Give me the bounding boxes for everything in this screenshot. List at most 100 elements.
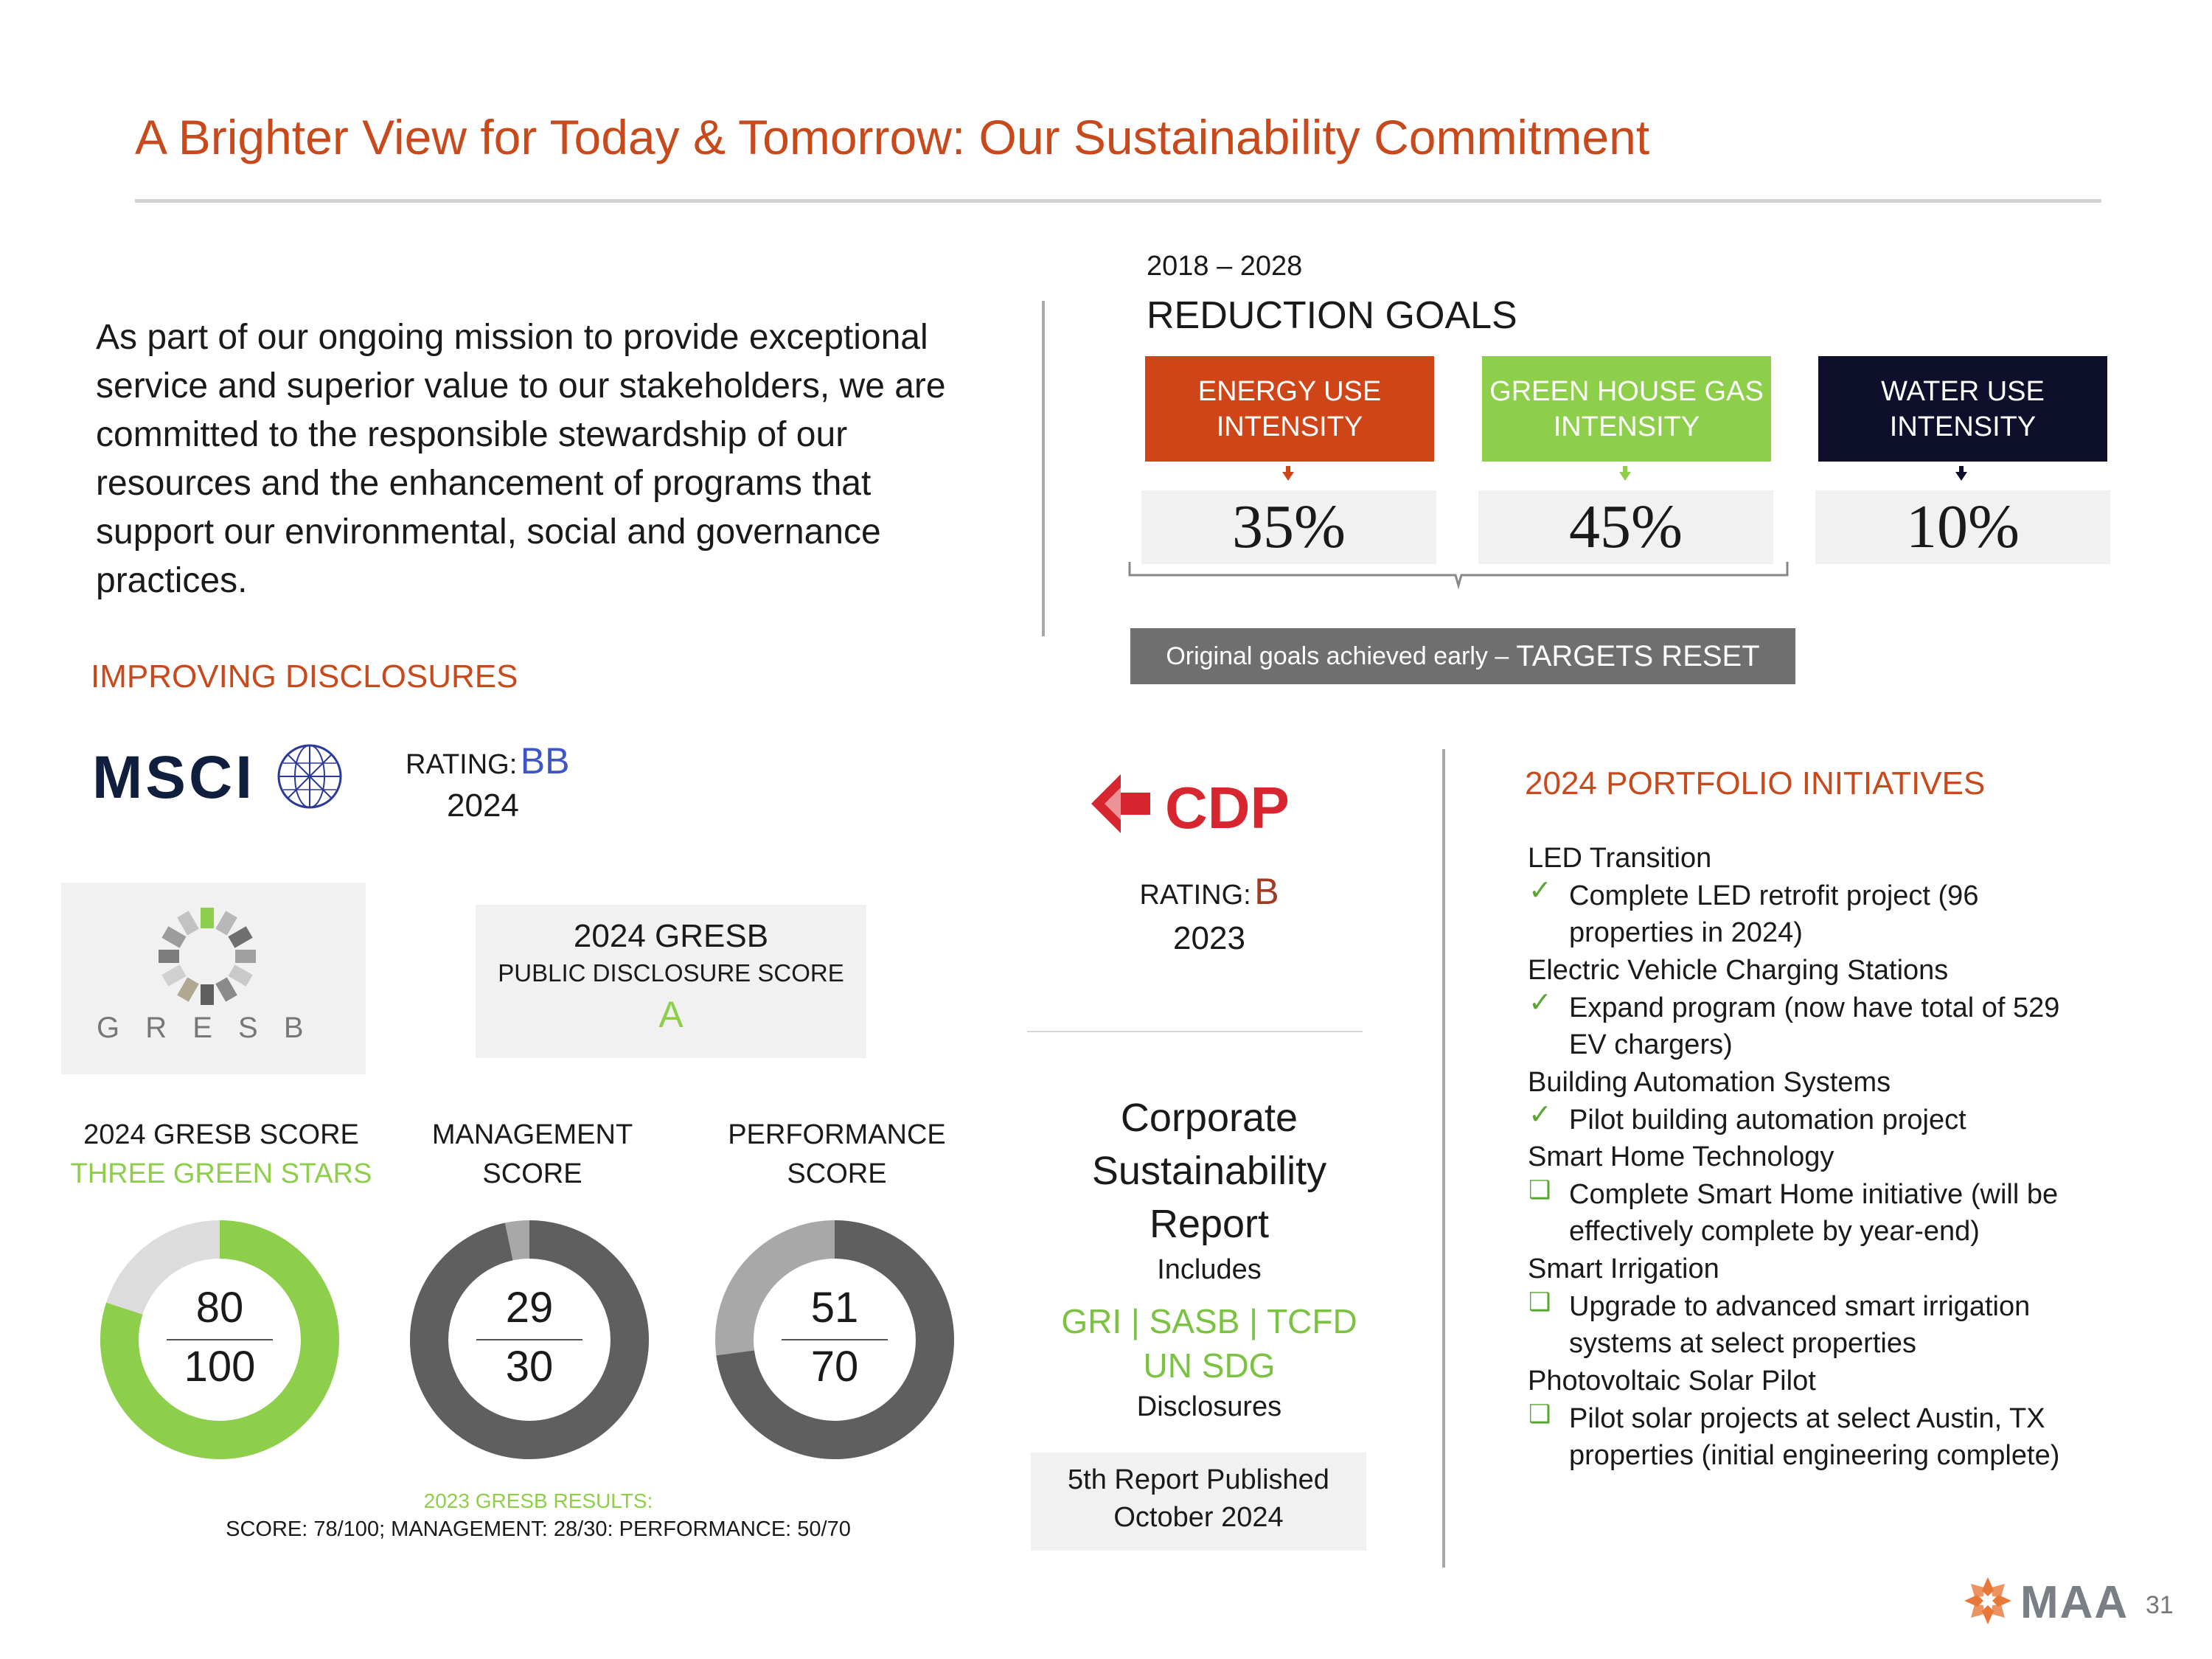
donut-max: 100 — [184, 1343, 256, 1391]
initiative-detail-line: Upgrade to advanced smart irrigation — [1569, 1291, 2031, 1322]
goal-ghg-label-box: GREEN HOUSE GAS INTENSITY — [1482, 356, 1771, 462]
goal-label-line1: WATER USE — [1881, 375, 2045, 407]
initiative-detail: Complete Smart Home initiative (will be … — [1569, 1176, 2058, 1250]
gresb-ring-segment — [201, 984, 214, 1005]
gresb-ring-segment — [228, 964, 253, 987]
initiative-detail-line: Complete LED retrofit project (96 — [1569, 880, 1979, 911]
initiative-detail: Expand program (now have total of 529 EV… — [1569, 990, 2059, 1063]
intro-line: practices. — [96, 561, 248, 600]
prior-results-label: 2023 GRESB RESULTS: — [423, 1489, 653, 1512]
initiative-detail-line: Pilot building automation project — [1569, 1105, 1966, 1135]
initiatives-heading: 2024 PORTFOLIO INITIATIVES — [1525, 765, 1986, 801]
initiative-detail-line: effectively complete by year-end) — [1569, 1216, 1980, 1247]
initiative-detail-line: Expand program (now have total of 529 — [1569, 992, 2060, 1023]
maa-logo: MAA — [2020, 1577, 2129, 1628]
down-arrow-icon — [1959, 466, 1964, 473]
report-frameworks-sdg: UN SDG — [1143, 1346, 1276, 1385]
targets-reset-banner: Original goals achieved early – TARGETS … — [1130, 628, 1795, 684]
gresb-score-donut: 80 100 — [98, 1218, 341, 1461]
initiative-detail-line: systems at select properties — [1569, 1328, 1916, 1359]
initiative-detail: Upgrade to advanced smart irrigation sys… — [1569, 1288, 2030, 1362]
gresb-ring-segment — [177, 977, 199, 1002]
msci-logo: MSCI — [92, 744, 255, 811]
fraction-bar — [476, 1339, 582, 1340]
gresb-ring-segment — [215, 977, 237, 1002]
gresb-ring-icon — [159, 908, 256, 1005]
goal-energy-label-box: ENERGY USE INTENSITY — [1145, 356, 1434, 462]
maa-flower-icon — [1964, 1577, 2011, 1624]
score-title: PERFORMANCE — [728, 1119, 946, 1150]
gresb-ring-segment — [159, 950, 179, 963]
report-includes: Includes — [1157, 1254, 1262, 1285]
cdp-arrow-icon — [1091, 774, 1150, 833]
disclosures-heading: IMPROVING DISCLOSURES — [91, 658, 518, 695]
initiative-category: Photovoltaic Solar Pilot — [1528, 1366, 1816, 1397]
down-arrow-icon — [1619, 472, 1631, 481]
donut-max: 70 — [810, 1343, 859, 1391]
targets-reset-note: Original goals achieved early – — [1166, 641, 1509, 670]
goal-water-label-box: WATER USE INTENSITY — [1818, 356, 2107, 462]
goal-ghg-value: 45% — [1478, 490, 1773, 564]
cdp-rating-label: RATING: — [1139, 880, 1251, 911]
report-line1: Corporate — [1120, 1096, 1298, 1140]
initiative-category: LED Transition — [1528, 843, 1712, 874]
report-published-line2: October 2024 — [1113, 1502, 1284, 1533]
gresb-ring-segment — [228, 926, 253, 948]
cdp-rating: RATING: B — [1099, 870, 1320, 913]
checkbox-icon: ❑ — [1528, 1400, 1551, 1428]
initiative-category: Smart Irrigation — [1528, 1253, 1719, 1284]
donut-max: 30 — [505, 1343, 554, 1391]
title-divider — [135, 199, 2101, 203]
intro-line: resources and the enhancement of program… — [96, 464, 872, 503]
checkmark-icon: ✓ — [1528, 875, 1552, 906]
separator-right — [1442, 749, 1445, 1568]
cdp-year: 2023 — [1173, 920, 1245, 956]
initiative-category: Smart Home Technology — [1528, 1141, 1834, 1172]
goal-label-line2: INTENSITY — [1889, 411, 2037, 442]
donut-chart — [100, 1220, 339, 1459]
score-title: 2024 GRESB SCORE — [83, 1119, 359, 1150]
down-arrow-icon — [1955, 472, 1967, 481]
checkbox-icon: ❑ — [1528, 1288, 1551, 1316]
initiative-detail: Pilot solar projects at select Austin, T… — [1569, 1400, 2059, 1474]
gresb-logo: G R E S B — [61, 883, 366, 1074]
cdp-rating-value: B — [1254, 871, 1279, 912]
donut-chart — [715, 1220, 954, 1459]
donut-score: 80 — [195, 1284, 244, 1332]
report-published-line1: 5th Report Published — [1068, 1464, 1329, 1495]
donut-value-arc — [410, 1220, 649, 1459]
down-arrow-icon — [1623, 466, 1627, 473]
fraction-bar — [167, 1339, 273, 1340]
report-disclosures: Disclosures — [1136, 1391, 1282, 1422]
gresb-ring-segment — [177, 911, 199, 936]
management-score-donut: 29 30 — [408, 1218, 651, 1461]
report-published-box: 5th Report Published October 2024 — [1031, 1453, 1366, 1551]
report-line3: Report — [1149, 1202, 1270, 1246]
gresb-logo-text: G R E S B — [97, 1012, 313, 1044]
gresb-public-line2: PUBLIC DISCLOSURE SCORE — [498, 959, 844, 987]
initiative-category: Electric Vehicle Charging Stations — [1528, 955, 1949, 986]
cdp-divider — [1027, 1031, 1363, 1032]
globe-icon — [277, 744, 342, 809]
donut-score: 29 — [505, 1284, 554, 1332]
gresb-public-grade: A — [658, 994, 684, 1035]
gresb-ring-segment — [161, 926, 187, 948]
donut-value-arc — [100, 1220, 339, 1459]
score-subtitle: THREE GREEN STARS — [70, 1158, 372, 1189]
intro-paragraph: As part of our ongoing mission to provid… — [96, 313, 1040, 605]
initiative-detail-line: Complete Smart Home initiative (will be — [1569, 1179, 2059, 1210]
initiative-detail-line: properties (initial engineering complete… — [1569, 1440, 2060, 1471]
msci-rating: RATING: BB — [406, 740, 569, 782]
page-number: 31 — [2146, 1591, 2174, 1619]
gresb-ring-segment — [201, 908, 214, 928]
initiative-detail-line: EV chargers) — [1569, 1029, 1733, 1060]
prior-results: 2023 GRESB RESULTS: SCORE: 78/100; MANAG… — [133, 1489, 944, 1542]
initiative-detail-line: Pilot solar projects at select Austin, T… — [1569, 1403, 2045, 1434]
gresb-ring-segment — [215, 911, 237, 936]
down-arrow-icon — [1282, 472, 1294, 481]
initiative-detail: Pilot building automation project — [1569, 1102, 1966, 1138]
donut-chart — [410, 1220, 649, 1459]
score-subtitle: SCORE — [787, 1158, 887, 1189]
separator-top — [1042, 301, 1045, 636]
goal-energy-value: 35% — [1141, 490, 1436, 564]
